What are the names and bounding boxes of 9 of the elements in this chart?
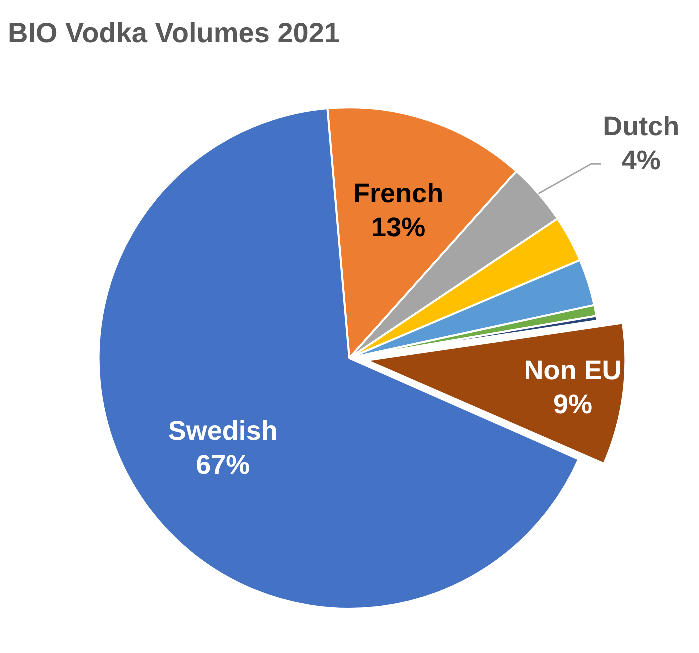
data-label: 13% [372,212,426,242]
slice-label: Non EU [524,356,622,386]
chart-title: BIO Vodka Volumes 2021 [8,18,340,49]
slice-label: French [354,178,444,208]
slice-label: Swedish [168,416,278,446]
slice-label: Dutch [603,112,680,142]
data-label: 4% [622,146,661,176]
data-label: 67% [196,450,250,480]
data-label: 9% [553,390,592,420]
